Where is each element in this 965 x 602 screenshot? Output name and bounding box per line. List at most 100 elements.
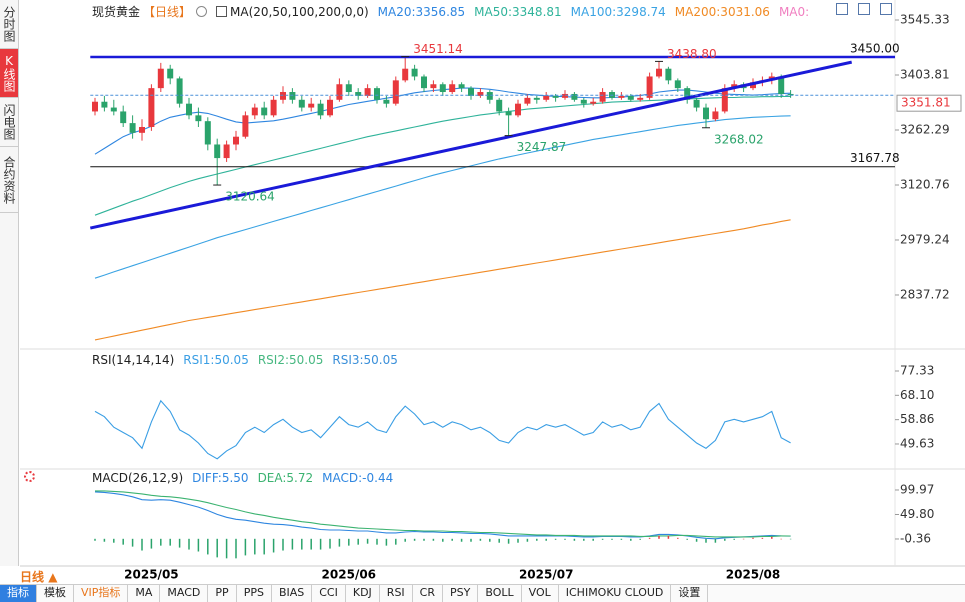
candle-body	[618, 95, 625, 98]
macd-bar	[160, 538, 162, 546]
candle-body	[524, 97, 531, 104]
candle-body	[402, 68, 409, 81]
candle-body	[458, 84, 465, 89]
toolbar-item[interactable]: CCI	[312, 585, 346, 602]
indicator-line	[95, 490, 791, 538]
macd-bar	[648, 537, 651, 539]
macd-bar	[536, 538, 538, 541]
candle-body	[139, 126, 145, 133]
toolbar-item[interactable]: RSI	[380, 585, 413, 602]
candle-body	[486, 92, 493, 100]
toolbar-item[interactable]: 指标	[0, 585, 37, 602]
candle-body	[308, 103, 315, 108]
sidebar-tab[interactable]: 闪电图	[0, 98, 18, 147]
legend-entry: MA20:3356.85	[377, 4, 466, 19]
toolbar-item[interactable]: MACD	[160, 585, 209, 602]
y-tick-label: -0.36	[900, 531, 931, 545]
macd-bar	[442, 538, 444, 542]
period-selector[interactable]: 日线 ▲	[20, 570, 58, 584]
macd-bar	[517, 538, 519, 543]
extreme-label: 3247.87	[517, 140, 567, 154]
x-tick-label: 2025/05	[124, 568, 178, 582]
toolbar-item[interactable]: PSY	[443, 585, 479, 602]
candle-body	[571, 93, 578, 100]
candle-body	[110, 107, 117, 112]
toolbar-item[interactable]: 模板	[37, 585, 74, 602]
add-icon[interactable]	[196, 6, 208, 17]
candle-body	[477, 92, 484, 96]
macd-bar	[188, 538, 190, 550]
y-tick-label: 3403.81	[900, 67, 950, 81]
macd-bar	[263, 538, 265, 555]
candle-body	[712, 111, 719, 120]
candle-body	[637, 97, 644, 100]
candle-body	[336, 84, 343, 100]
toolbar-item[interactable]: BIAS	[272, 585, 313, 602]
candle-body	[580, 99, 587, 104]
toolbar-item[interactable]: VOL	[522, 585, 559, 602]
x-tick-label: 2025/08	[726, 568, 780, 582]
candle-body	[599, 92, 606, 102]
candle-body	[543, 95, 550, 100]
extreme-label: 3120.64	[225, 190, 275, 204]
candle-body	[242, 115, 249, 137]
settings-icon[interactable]	[24, 471, 35, 482]
close-icon[interactable]	[880, 3, 892, 15]
macd-bar	[583, 538, 585, 541]
toolbar-item[interactable]: MA	[128, 585, 161, 602]
candle-body	[148, 88, 155, 127]
macd-bar	[423, 538, 425, 541]
legend-entry: MACD:-0.44	[322, 471, 394, 485]
candle-body	[120, 111, 127, 124]
toggle-icon[interactable]	[216, 6, 228, 17]
toolbar-item[interactable]: KDJ	[346, 585, 380, 602]
shrink-icon[interactable]	[858, 3, 870, 15]
candle-body	[270, 99, 277, 116]
rsi-legend: RSI(14,14,14) RSI1:50.05 RSI2:50.05 RSI3:50…	[92, 353, 398, 367]
toolbar-item[interactable]: PP	[208, 585, 237, 602]
trend-line	[89, 60, 853, 230]
candle-body	[345, 84, 352, 93]
legend-entry: RSI2:50.05	[257, 353, 324, 367]
period-text[interactable]: 日线	[20, 570, 45, 584]
macd-bar	[310, 538, 312, 550]
x-tick-label: 2025/06	[322, 568, 376, 582]
macd-bar	[695, 538, 698, 542]
macd-bar	[113, 538, 115, 543]
panel-title: 现货黄金	[92, 5, 141, 19]
candle-body	[505, 111, 512, 116]
macd-bar	[498, 538, 500, 543]
candle-body	[411, 68, 418, 77]
macd-bar	[752, 537, 754, 539]
sidebar-tab[interactable]: 合约资料	[0, 147, 18, 213]
sidebar-tab[interactable]: K线图	[0, 49, 18, 98]
toolbar-item[interactable]: ICHIMOKU CLOUD	[559, 585, 672, 602]
macd-bar	[780, 538, 782, 540]
toolbar-item[interactable]: 设置	[671, 585, 709, 602]
macd-bar	[413, 538, 416, 541]
toolbar-item[interactable]: BOLL	[478, 585, 522, 602]
legend-entry: MA200:3031.06	[674, 4, 770, 19]
candle-body	[101, 101, 108, 108]
sidebar-tab[interactable]: 分时图	[0, 0, 18, 49]
macd-bar	[235, 538, 237, 559]
legend-entry: MA100:3298.74	[570, 4, 666, 19]
macd-bar	[254, 538, 256, 555]
y-tick-label: 77.33	[900, 363, 934, 377]
macd-bar	[789, 538, 792, 540]
macd-bar	[620, 538, 623, 540]
candle-body	[449, 84, 456, 93]
extreme-label: 3268.02	[714, 132, 764, 146]
macd-bar	[592, 538, 594, 541]
macd-bar	[714, 538, 717, 543]
macd-bar	[470, 538, 472, 542]
macd-bar	[554, 538, 557, 540]
macd-bar	[771, 536, 773, 539]
toolbar-item[interactable]: PPS	[237, 585, 272, 602]
candle-body	[214, 144, 221, 159]
candle-body	[176, 78, 183, 104]
zoom-icon[interactable]	[836, 3, 848, 15]
toolbar-item[interactable]: CR	[413, 585, 443, 602]
toolbar-item[interactable]: VIP指标	[74, 585, 129, 602]
